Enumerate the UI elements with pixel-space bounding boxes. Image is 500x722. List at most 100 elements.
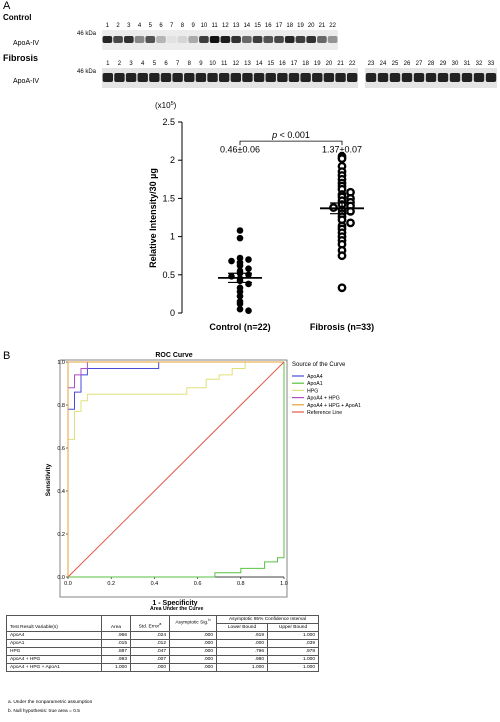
lane-number: 7 (170, 23, 174, 29)
roc-curve (67, 361, 284, 577)
roc-plot-background (59, 359, 288, 598)
blot-band (137, 73, 148, 82)
scatter-multiplier: (x105) (155, 101, 177, 110)
lane-number: 24 (380, 61, 387, 67)
lane-number: 8 (188, 61, 192, 67)
roc-y-tick-label: 0.2 (57, 532, 65, 538)
table-row: ApoA4 .966 .024 .000 .919 1.000 (6, 631, 319, 640)
fibrosis-lane-numbers: 1 2 3 4 5 6 7 8 9 10 11 12 13 14 15 16 17 18 19 20 21 22 23 24 2… (106, 61, 495, 67)
control-point (236, 254, 244, 262)
cell-sig: .000 (169, 639, 217, 648)
lane-number: 29 (440, 61, 447, 67)
blot-band (199, 36, 209, 43)
blot-band (125, 73, 137, 82)
lane-number: 9 (192, 23, 196, 29)
blot-band (312, 73, 323, 82)
y-tick-label: 1.5 (162, 193, 175, 203)
significance-label: p < 0.001 (271, 130, 310, 140)
blot-band (102, 36, 113, 43)
cell-upper: 1.000 (267, 663, 319, 672)
blot-band (252, 36, 263, 43)
fibrosis-blot-bands (102, 73, 497, 82)
lane-number: 28 (428, 61, 435, 67)
cell-upper: .978 (267, 647, 319, 656)
legend-label: Reference Line (307, 410, 342, 416)
cell-variable: HPG (6, 647, 102, 656)
blot-band (323, 73, 335, 82)
blot-band (306, 36, 317, 43)
blot-band (317, 36, 327, 43)
lane-number: 15 (254, 23, 261, 29)
lane-number: 2 (116, 23, 120, 29)
lane-number: 18 (302, 61, 309, 67)
cell-area: .993 (101, 655, 131, 664)
control-point (236, 292, 244, 300)
lane-number: 27 (416, 61, 423, 67)
fibrosis-point (337, 154, 347, 164)
lane-number: 21 (319, 23, 326, 29)
lane-number: 26 (404, 61, 411, 67)
cell-se: .012 (130, 639, 170, 648)
header-lower: Lower Bound (216, 623, 268, 632)
lane-number: 4 (141, 61, 145, 67)
control-point (245, 280, 252, 288)
blot-band (241, 36, 252, 43)
header-area: Area (101, 615, 131, 632)
lane-number: 30 (452, 61, 459, 67)
roc-x-tick-label: 0.6 (194, 581, 202, 587)
cell-lower: .919 (216, 631, 268, 640)
lane-number: 16 (265, 23, 272, 29)
scatter-points (228, 151, 355, 315)
fibrosis-title: Fibrosis (3, 53, 38, 63)
header-asymp-sig: Asymptotic Sig.b (169, 615, 217, 632)
cell-lower: 1.000 (216, 663, 268, 672)
control-title: Control (3, 13, 31, 22)
lane-number: 12 (232, 61, 239, 67)
cell-area: .966 (101, 631, 131, 640)
cell-se: .024 (130, 631, 170, 640)
legend-label: ApoA4 + HPG (307, 396, 340, 402)
fibrosis-marker-label: 46 kDa (77, 69, 97, 75)
lane-number: 6 (159, 23, 163, 29)
cell-sig: .000 (169, 647, 217, 656)
legend-label: ApoA4 (307, 374, 323, 380)
cell-se: .000 (130, 663, 170, 672)
lane-number: 20 (308, 23, 315, 29)
table-row: HPG .887 .047 .000 .796 .978 (6, 647, 319, 656)
legend-label: ApoA1 (307, 381, 323, 387)
lane-number: 11 (221, 61, 228, 67)
control-point (236, 300, 244, 308)
lane-number: 4 (138, 23, 142, 29)
lane-number: 19 (297, 23, 304, 29)
roc-x-tick-label: 0.4 (151, 581, 159, 587)
blot-band (485, 73, 497, 82)
cell-variable: ApoA4 + HPG + ApoA1 (6, 663, 102, 672)
lane-number: 2 (118, 61, 122, 67)
roc-x-tick-label: 0.2 (107, 581, 115, 587)
control-point (228, 257, 235, 265)
scatter-axes: 0 0.5 1 1.5 2 2.5 (162, 117, 183, 318)
lane-number: 22 (349, 61, 356, 67)
cell-sig: .000 (169, 655, 217, 664)
fibrosis-blot-label: ApoA-IV (13, 78, 39, 85)
lane-number: 25 (392, 61, 399, 67)
blot-band (166, 36, 177, 43)
blot-band (218, 73, 230, 82)
blot-band (377, 73, 389, 82)
lane-number: 22 (329, 23, 336, 29)
legend-label: ApoA4 + HPG + ApoA1 (307, 403, 361, 409)
blot-band (253, 73, 265, 82)
blot-band (425, 73, 437, 82)
lane-number: 7 (176, 61, 180, 67)
lane-number: 19 (314, 61, 321, 67)
control-mean-annotation: 0.46±0.06 (220, 145, 260, 155)
blot-band (295, 36, 306, 43)
lane-number: 13 (244, 61, 251, 67)
roc-curve (68, 362, 285, 578)
roc-y-tick-label: 0.4 (57, 489, 65, 495)
blot-band (114, 73, 125, 82)
y-tick-label: 0.5 (162, 270, 175, 280)
cell-lower: .000 (216, 639, 268, 648)
significance-bracket (239, 140, 343, 146)
